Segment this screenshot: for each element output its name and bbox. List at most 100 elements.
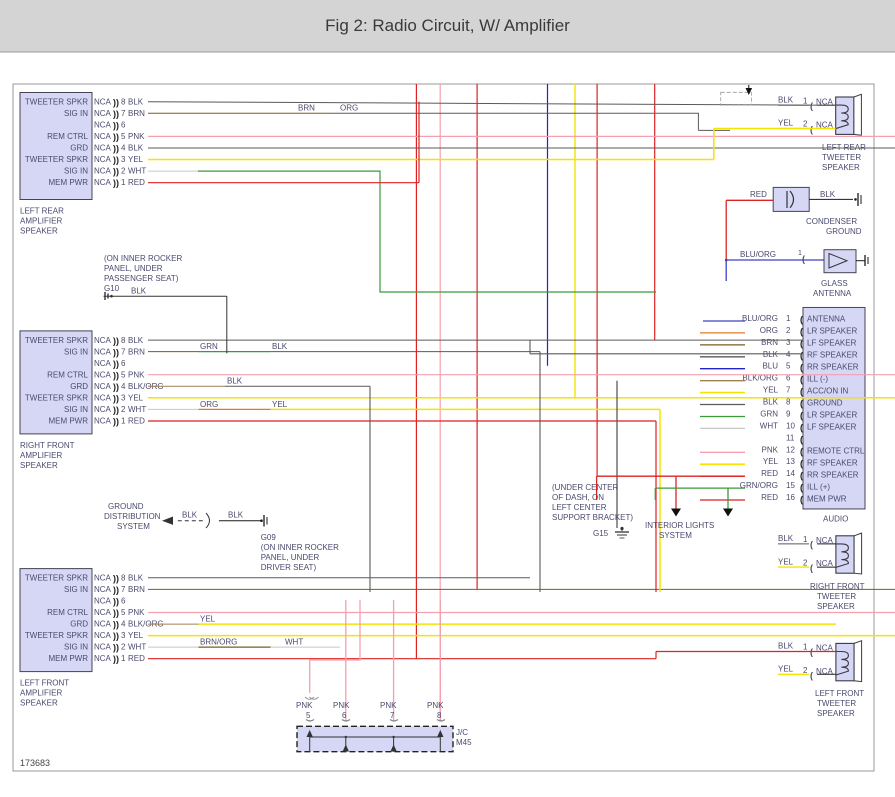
svg-text:BLK: BLK [128,144,144,153]
svg-text:LR SPEAKER: LR SPEAKER [807,326,857,335]
svg-text:BRN: BRN [128,585,145,594]
svg-text:)): )) [113,370,119,380]
svg-text:AMPLIFIER: AMPLIFIER [20,689,62,698]
svg-text:4: 4 [121,382,126,391]
svg-text:YEL: YEL [128,631,144,640]
svg-text:SPEAKER: SPEAKER [822,163,860,172]
svg-text:RED: RED [761,493,778,502]
svg-text:3: 3 [121,631,126,640]
svg-text:ILL (-): ILL (-) [807,374,828,383]
svg-text:J/C: J/C [456,728,468,737]
svg-text:)): )) [113,359,119,369]
svg-text:(: ( [800,398,803,408]
svg-text:)): )) [113,382,119,392]
svg-text:2: 2 [121,405,126,414]
svg-text:(: ( [800,470,803,480]
svg-text:TWEETER: TWEETER [822,153,861,162]
svg-text:NCA: NCA [94,382,112,391]
svg-text:)): )) [113,109,119,119]
svg-text:3: 3 [121,393,126,402]
svg-text:)): )) [113,631,119,641]
svg-text:SIG IN: SIG IN [64,109,88,118]
svg-text:SYSTEM: SYSTEM [117,522,150,531]
svg-text:LR SPEAKER: LR SPEAKER [807,410,857,419]
svg-text:GROUND: GROUND [108,502,144,511]
svg-text:TWEETER SPKR: TWEETER SPKR [25,393,88,402]
svg-text:SIG IN: SIG IN [64,347,88,356]
svg-text:)): )) [113,393,119,403]
svg-text:RR SPEAKER: RR SPEAKER [807,362,859,371]
svg-text:8: 8 [786,398,791,407]
svg-text:NCA: NCA [94,620,112,629]
svg-text:LEFT CENTER: LEFT CENTER [552,503,607,512]
svg-text:GRD: GRD [70,382,88,391]
svg-text:RIGHT FRONT: RIGHT FRONT [20,441,75,450]
svg-text:REMOTE CTRL: REMOTE CTRL [807,446,865,455]
svg-text:BRN: BRN [128,347,145,356]
svg-text:SPEAKER: SPEAKER [817,602,855,611]
svg-text:YEL: YEL [778,665,794,674]
svg-text:BLK: BLK [227,377,243,386]
svg-text:RF SPEAKER: RF SPEAKER [807,458,858,467]
svg-text:5: 5 [306,711,311,720]
svg-text:NCA: NCA [94,336,112,345]
svg-text:(: ( [800,434,803,444]
svg-text:WHT: WHT [128,167,146,176]
svg-text:)): )) [113,405,119,415]
svg-text:(: ( [810,124,813,134]
svg-text:BLK: BLK [128,336,144,345]
svg-text:NCA: NCA [94,132,112,141]
svg-text:)): )) [113,643,119,653]
svg-text:NCA: NCA [94,643,112,652]
svg-text:YEL: YEL [778,557,794,566]
svg-text:YEL: YEL [200,615,216,624]
svg-text:YEL: YEL [778,119,794,128]
svg-text:(: ( [800,482,803,492]
svg-text:(ON INNER ROCKER: (ON INNER ROCKER [104,254,182,263]
svg-text:13: 13 [786,457,795,466]
svg-text:PNK: PNK [380,701,397,710]
svg-text:GROUND: GROUND [807,398,843,407]
svg-text:173683: 173683 [20,758,50,768]
svg-text:)): )) [113,336,119,346]
svg-text:ORG: ORG [200,400,218,409]
svg-text:PASSENGER SEAT): PASSENGER SEAT) [104,274,179,283]
svg-text:NCA: NCA [94,178,112,187]
svg-text:)): )) [113,178,119,188]
svg-text:2: 2 [786,326,791,335]
svg-text:BLK: BLK [272,342,288,351]
svg-text:ACC/ON IN: ACC/ON IN [807,386,849,395]
svg-text:G10: G10 [104,284,120,293]
svg-text:NCA: NCA [94,167,112,176]
svg-text:LF SPEAKER: LF SPEAKER [807,338,857,347]
svg-text:NCA: NCA [94,393,112,402]
svg-text:RR SPEAKER: RR SPEAKER [807,470,859,479]
svg-text:AMPLIFIER: AMPLIFIER [20,217,62,226]
svg-text:5: 5 [121,608,126,617]
svg-text:5: 5 [121,132,126,141]
svg-text:GRD: GRD [70,144,88,153]
svg-text:2: 2 [803,120,808,129]
svg-text:NCA: NCA [94,608,112,617]
svg-text:TWEETER: TWEETER [817,699,856,708]
svg-text:BLK: BLK [763,398,779,407]
svg-text:REM CTRL: REM CTRL [47,608,88,617]
svg-text:SIG IN: SIG IN [64,585,88,594]
svg-text:1: 1 [803,97,808,106]
svg-text:RED: RED [761,469,778,478]
svg-text:3: 3 [786,338,791,347]
svg-text:ORG: ORG [760,326,778,335]
svg-text:ANTENNA: ANTENNA [807,314,846,323]
svg-text:YEL: YEL [128,155,144,164]
svg-text:9: 9 [786,410,791,419]
svg-text:(: ( [800,422,803,432]
svg-text:(: ( [810,101,813,111]
svg-text:OF DASH, ON: OF DASH, ON [552,493,604,502]
svg-text:1: 1 [803,535,808,544]
svg-text:RED: RED [750,190,767,199]
svg-text:ORG: ORG [340,104,358,113]
svg-text:RED: RED [128,416,145,425]
svg-text:2: 2 [121,643,126,652]
svg-text:)): )) [113,620,119,630]
svg-text:2: 2 [803,558,808,567]
